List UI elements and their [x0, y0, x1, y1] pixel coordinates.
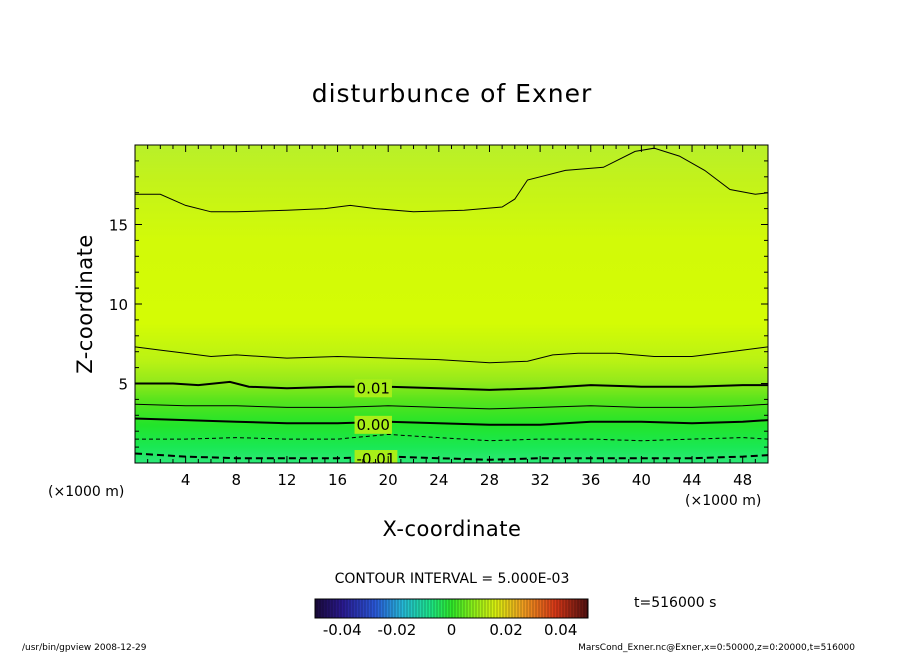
chart-title: disturbunce of Exner — [312, 79, 593, 108]
colorbar — [315, 599, 588, 618]
contour-layer: 0.01 0.00 -0.01 — [135, 147, 768, 468]
x-tick-label: 32 — [531, 471, 550, 489]
x-tick-label: 48 — [733, 471, 752, 489]
x-axis-ticks: 4 8 12 16 20 24 28 32 36 40 44 48 — [147, 145, 756, 489]
y-tick-label: 5 — [118, 376, 128, 394]
contour-label-background — [354, 450, 398, 463]
time-text: t=516000 s — [634, 595, 716, 611]
x-tick-label: 4 — [181, 471, 191, 489]
x-tick-label: 20 — [379, 471, 398, 489]
contour-line-3 — [135, 403, 768, 410]
x-tick-label: 36 — [581, 471, 600, 489]
footer-right: MarsCond_Exner.nc@Exner,x=0:50000,z=0:20… — [578, 643, 855, 653]
contour-label-background — [354, 415, 392, 434]
x-tick-label: 16 — [328, 471, 347, 489]
x-tick-label: 28 — [480, 471, 499, 489]
contour-line-5 — [135, 433, 768, 442]
contour-line-2 — [135, 380, 768, 391]
colorbar-tick-label: 0 — [447, 621, 457, 639]
x-tick-label: 40 — [632, 471, 651, 489]
x-tick-label: 24 — [429, 471, 448, 489]
contour-label: 0.01 — [357, 379, 390, 397]
colorbar-ticks: -0.04 -0.02 0 0.02 0.04 — [323, 621, 578, 639]
contour-line-1 — [135, 346, 768, 364]
y-tick-label: 10 — [109, 296, 128, 314]
contour-interval-text: CONTOUR INTERVAL = 5.000E-03 — [335, 571, 570, 587]
x-tick-label: 8 — [232, 471, 242, 489]
colorbar-stripes — [316, 599, 588, 618]
contour-line-0 — [135, 147, 768, 213]
contour-label: -0.01 — [357, 450, 396, 468]
contour-label-background — [354, 379, 392, 398]
x-tick-label: 44 — [682, 471, 701, 489]
colorbar-tick-label: -0.02 — [377, 621, 416, 639]
contour-line-4 — [135, 417, 768, 426]
x-unit-right: (×1000 m) — [685, 493, 761, 509]
x-unit-left: (×1000 m) — [48, 484, 124, 500]
y-tick-label: 15 — [109, 217, 128, 235]
colorbar-tick-label: -0.04 — [323, 621, 362, 639]
footer-left: /usr/bin/gpview 2008-12-29 — [22, 643, 147, 653]
contour-label: 0.00 — [357, 416, 390, 434]
plot-field — [135, 145, 768, 463]
x-tick-label: 12 — [277, 471, 296, 489]
colorbar-tick-label: 0.04 — [544, 621, 577, 639]
x-axis-label: X-coordinate — [383, 517, 522, 541]
colorbar-tick-label: 0.02 — [489, 621, 522, 639]
y-axis-ticks: 5 10 15 — [109, 160, 768, 448]
y-axis-label: Z-coordinate — [73, 234, 97, 374]
colorbar-frame — [314, 598, 589, 619]
